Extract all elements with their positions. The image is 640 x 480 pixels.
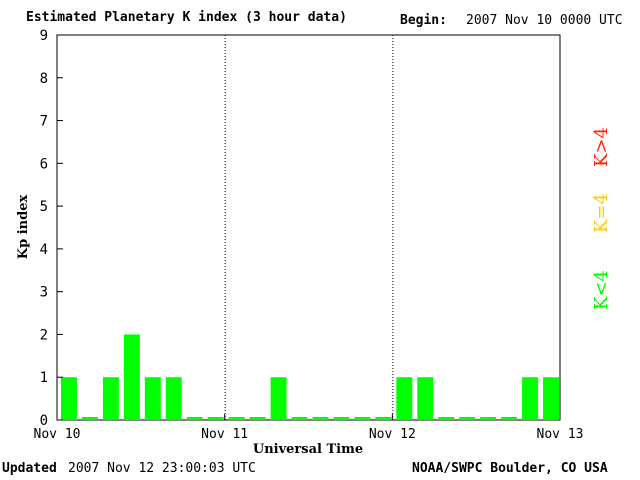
- credit: NOAA/SWPC Boulder, CO USA: [412, 461, 608, 476]
- kp-bar: [186, 417, 203, 420]
- updated-label: Updated: [2, 461, 57, 476]
- bars: [61, 334, 559, 420]
- kp-bar: [438, 417, 455, 420]
- kp-bar: [459, 417, 476, 420]
- y-tick-label: 4: [40, 242, 48, 258]
- kp-bar: [291, 417, 308, 420]
- x-axis-label: Universal Time: [253, 442, 363, 457]
- kp-bar: [61, 377, 77, 420]
- kp-bar: [207, 417, 224, 420]
- kp-bar: [480, 417, 497, 420]
- legend: K<4 K=4 K>4: [591, 127, 612, 310]
- y-tick-label: 6: [40, 156, 48, 172]
- kp-bar: [396, 377, 413, 420]
- y-tick-label: 3: [40, 285, 48, 301]
- kp-bar: [249, 417, 266, 420]
- day-dividers: [224, 35, 394, 420]
- x-tick-label: Nov 11: [201, 427, 248, 442]
- updated-value: 2007 Nov 12 23:00:03 UTC: [68, 461, 256, 476]
- kp-bar: [543, 377, 559, 420]
- kp-bar: [123, 334, 140, 420]
- y-tick-label: 9: [40, 28, 48, 44]
- kp-bar: [354, 417, 371, 420]
- y-tick-label: 8: [40, 71, 48, 87]
- y-tick-label: 7: [40, 114, 48, 130]
- kp-bar: [228, 417, 245, 420]
- y-tick-label: 1: [40, 370, 48, 386]
- page-title: Estimated Planetary K index (3 hour data…: [26, 10, 347, 25]
- x-tick-label: Nov 13: [537, 427, 584, 442]
- y-tick-label: 5: [40, 199, 48, 215]
- kp-bar: [333, 417, 350, 420]
- begin-value: 2007 Nov 10 0000 UTC: [466, 13, 623, 28]
- x-tick-label: Nov 12: [369, 427, 416, 442]
- kp-bar: [81, 417, 98, 420]
- kp-bar: [165, 377, 182, 420]
- x-tick-label: Nov 10: [34, 427, 81, 442]
- x-ticks: Nov 10 Nov 11 Nov 12 Nov 13: [34, 414, 584, 442]
- y-ticks: 0 1 2 3 4 5 6 7 8 9: [40, 28, 63, 429]
- y-axis-label: Kp index: [16, 195, 31, 260]
- y-tick-label: 0: [40, 413, 48, 429]
- legend-item: K=4: [591, 193, 612, 233]
- kp-bar: [102, 377, 119, 420]
- begin-label: Begin:: [400, 13, 447, 28]
- kp-bar: [270, 377, 287, 420]
- kp-bar: [144, 377, 161, 420]
- y-tick-label: 2: [40, 327, 48, 343]
- kp-bar: [375, 417, 392, 420]
- kp-bar: [501, 417, 518, 420]
- legend-item: K>4: [591, 127, 612, 167]
- kp-bar: [417, 377, 434, 420]
- kp-bar: [522, 377, 539, 420]
- plot-frame: [56, 34, 561, 421]
- legend-item: K<4: [591, 270, 612, 310]
- kp-bar: [312, 417, 329, 420]
